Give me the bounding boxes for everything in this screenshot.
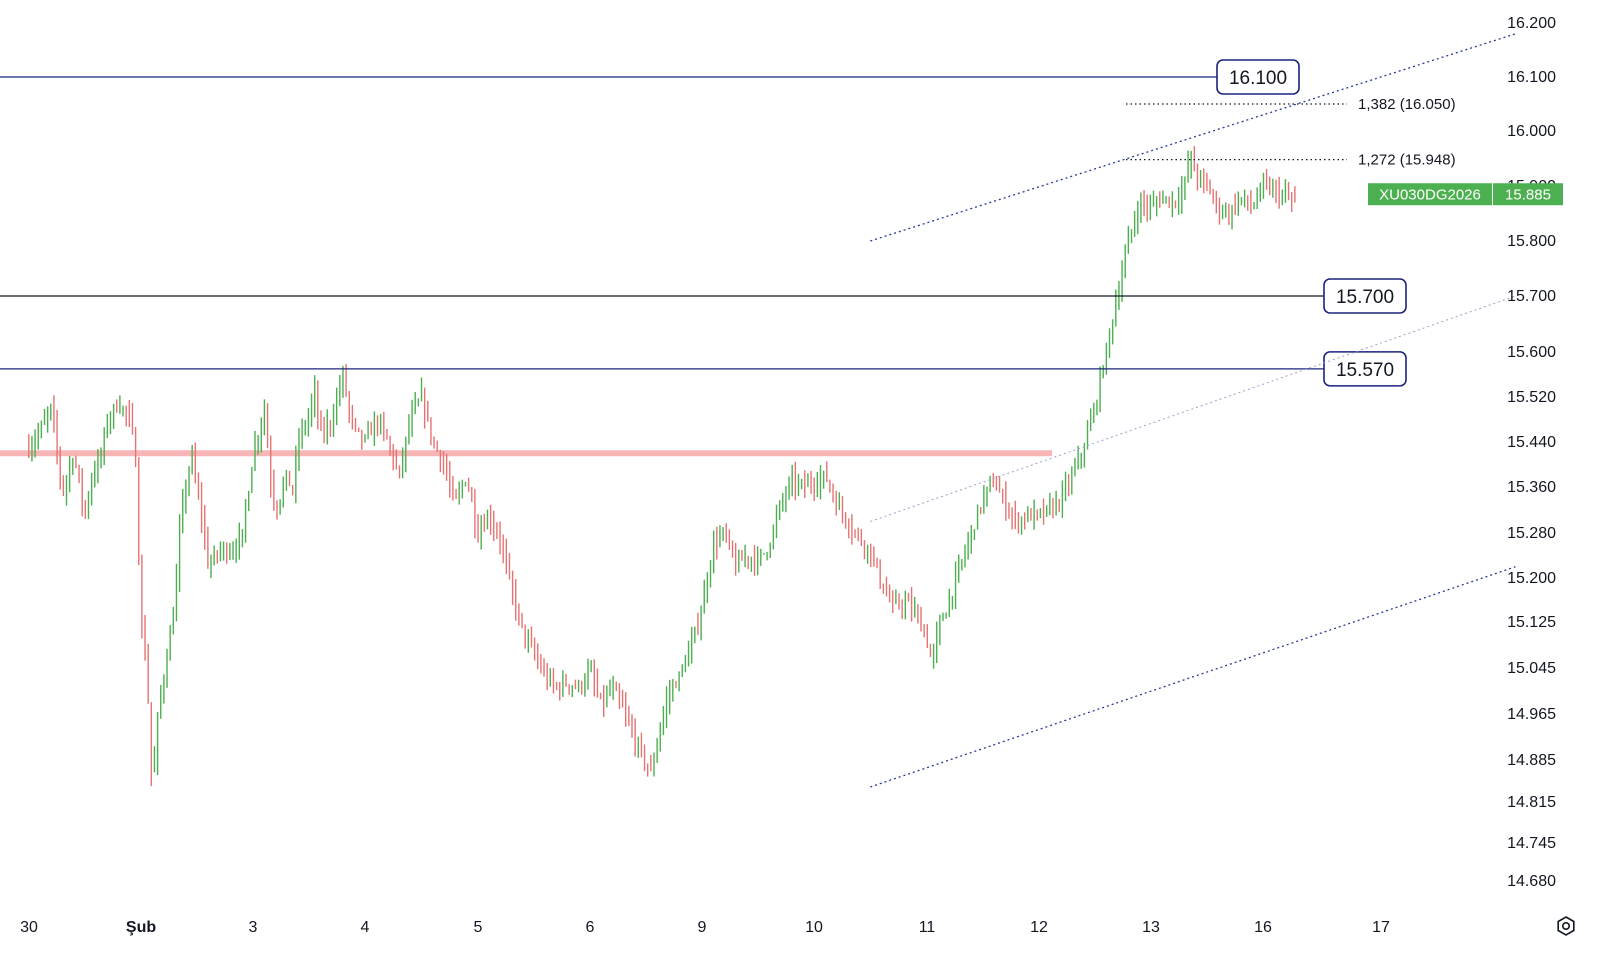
x-tick-label: 4	[361, 919, 370, 936]
price-tag-bg	[1493, 183, 1563, 206]
x-tick-label: 5	[474, 919, 483, 936]
fib-label: 1,382 (16.050)	[1358, 96, 1456, 113]
y-tick-label: 15.125	[1507, 614, 1556, 631]
level-label-text: 15.570	[1336, 360, 1394, 381]
y-tick-label: 15.600	[1507, 344, 1556, 361]
fib-label: 1,272 (15.948)	[1358, 152, 1456, 169]
x-tick-label: 10	[805, 919, 823, 936]
level-label-box	[1323, 278, 1407, 314]
x-tick-label: 6	[586, 919, 595, 936]
price-bars	[0, 146, 1296, 787]
y-tick-label: 15.800	[1507, 233, 1556, 250]
price-tag-text: 15.885	[1505, 186, 1551, 203]
support-zone	[0, 450, 1052, 457]
y-tick-label: 16.100	[1507, 69, 1556, 86]
channel-line	[870, 295, 1516, 522]
x-tick-label: 17	[1372, 919, 1390, 936]
y-tick-label: 16.200	[1507, 15, 1556, 32]
channel-line	[870, 33, 1516, 242]
y-tick-label: 14.815	[1507, 794, 1556, 811]
level-label-box	[1323, 351, 1407, 387]
x-tick-label: 3	[249, 919, 258, 936]
y-tick-label: 15.360	[1507, 479, 1556, 496]
x-tick-label: 11	[919, 919, 936, 936]
x-tick-label: 30	[20, 919, 38, 936]
level-label: 15.700	[1323, 278, 1407, 314]
y-tick-label: 15.520	[1507, 389, 1556, 406]
y-tick-label: 14.680	[1507, 873, 1556, 890]
last-price-tag: XU030DG2026 15.885	[1368, 183, 1563, 206]
y-tick-label: 16.000	[1507, 123, 1556, 140]
x-tick-label: 9	[698, 919, 707, 936]
level-label: 16.100	[1216, 59, 1300, 95]
x-tick-label: Şub	[126, 919, 156, 936]
y-tick-label: 15.280	[1507, 525, 1556, 542]
time-axis[interactable]: 30 Şub 3 4 5 6 9 10 11 12 13 16 17	[20, 919, 1390, 936]
y-tick-label: 14.885	[1507, 752, 1556, 769]
y-tick-label: 14.965	[1507, 706, 1556, 723]
chart-settings-button[interactable]	[1552, 912, 1580, 940]
horizontal-levels: 16.100 15.700 15.570	[0, 59, 1407, 387]
y-tick-label: 14.745	[1507, 835, 1556, 852]
price-axis[interactable]: 16.20016.10016.00015.90015.80015.70015.6…	[1368, 15, 1563, 890]
chart-overlays: 1,382 (16.050) 1,272 (15.948)	[870, 33, 1516, 788]
channel-line	[870, 566, 1516, 788]
level-label-text: 15.700	[1336, 287, 1394, 308]
level-label-text: 16.100	[1229, 68, 1287, 89]
level-label: 15.570	[1323, 351, 1407, 387]
x-tick-label: 16	[1254, 919, 1272, 936]
y-tick-label: 15.440	[1507, 434, 1556, 451]
level-label-box	[1216, 59, 1300, 95]
y-tick-label: 15.045	[1507, 660, 1556, 677]
y-tick-label: 15.200	[1507, 570, 1556, 587]
symbol-tag-text: XU030DG2026	[1379, 186, 1481, 203]
x-tick-label: 13	[1142, 919, 1160, 936]
x-tick-label: 12	[1030, 919, 1048, 936]
symbol-tag-bg	[1368, 183, 1492, 206]
settings-icon	[1557, 916, 1575, 936]
y-tick-label: 15.700	[1507, 288, 1556, 305]
